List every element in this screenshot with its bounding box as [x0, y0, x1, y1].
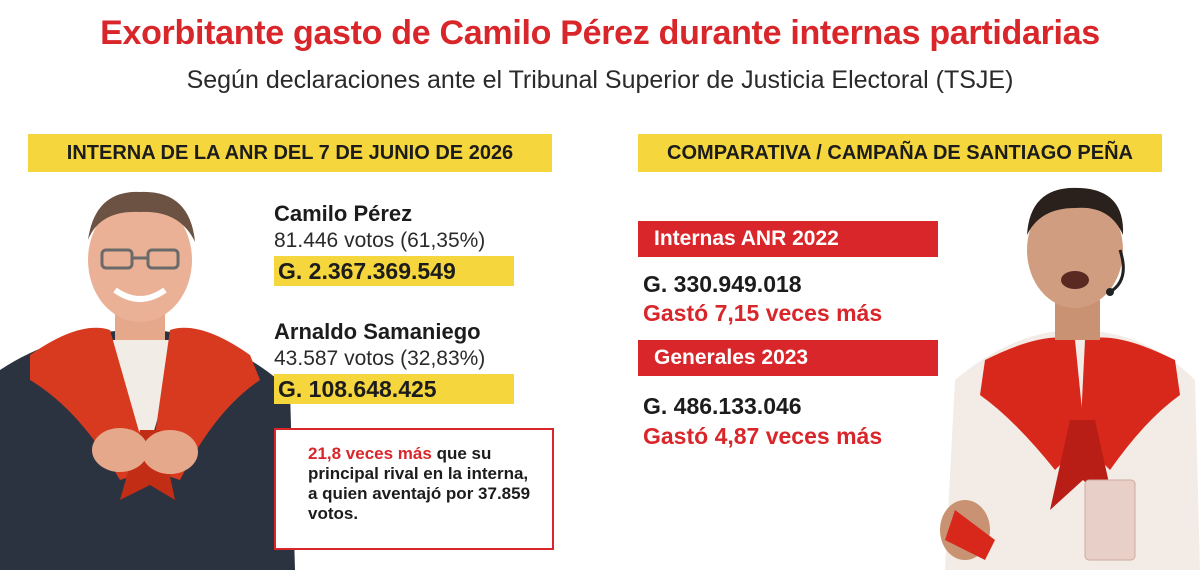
candidate-amount: G. 2.367.369.549	[274, 256, 514, 286]
note-highlight: 21,8 veces más	[308, 444, 432, 463]
comparison-label: Generales 2023	[638, 340, 938, 376]
left-section-band: INTERNA DE LA ANR DEL 7 DE JUNIO DE 2026	[28, 134, 552, 172]
candidate-photo-right	[935, 180, 1200, 570]
page-subtitle: Según declaraciones ante el Tribunal Sup…	[186, 66, 1014, 94]
page-title: Exorbitante gasto de Camilo Pérez durant…	[100, 14, 1100, 52]
comparison-times: Gastó 4,87 veces más	[643, 423, 883, 449]
comparison-note: 21,8 veces más que su principal rival en…	[274, 428, 554, 550]
candidate-block: Arnaldo Samaniego 43.587 votos (32,83%) …	[274, 318, 534, 404]
note-text: que su principal rival en la interna, a …	[308, 444, 529, 503]
comparison-amount: G. 486.133.046	[643, 393, 802, 419]
candidate-name: Arnaldo Samaniego	[274, 319, 481, 344]
candidate-photo-left	[0, 180, 295, 570]
note-bold-end: 37.859 votos.	[308, 484, 531, 523]
candidate-amount: G. 108.648.425	[274, 374, 514, 404]
right-section-band: COMPARATIVA / CAMPAÑA DE SANTIAGO PEÑA	[638, 134, 1162, 172]
comparison-label: Internas ANR 2022	[638, 221, 938, 257]
candidate-votes: 43.587 votos (32,83%)	[274, 347, 486, 370]
candidate-votes: 81.446 votos (61,35%)	[274, 229, 486, 252]
candidate-block: Camilo Pérez 81.446 votos (61,35%) G. 2.…	[274, 200, 534, 286]
comparison-times: Gastó 7,15 veces más	[643, 300, 883, 326]
candidate-name: Camilo Pérez	[274, 201, 413, 226]
comparison-amount: G. 330.949.018	[643, 271, 802, 297]
